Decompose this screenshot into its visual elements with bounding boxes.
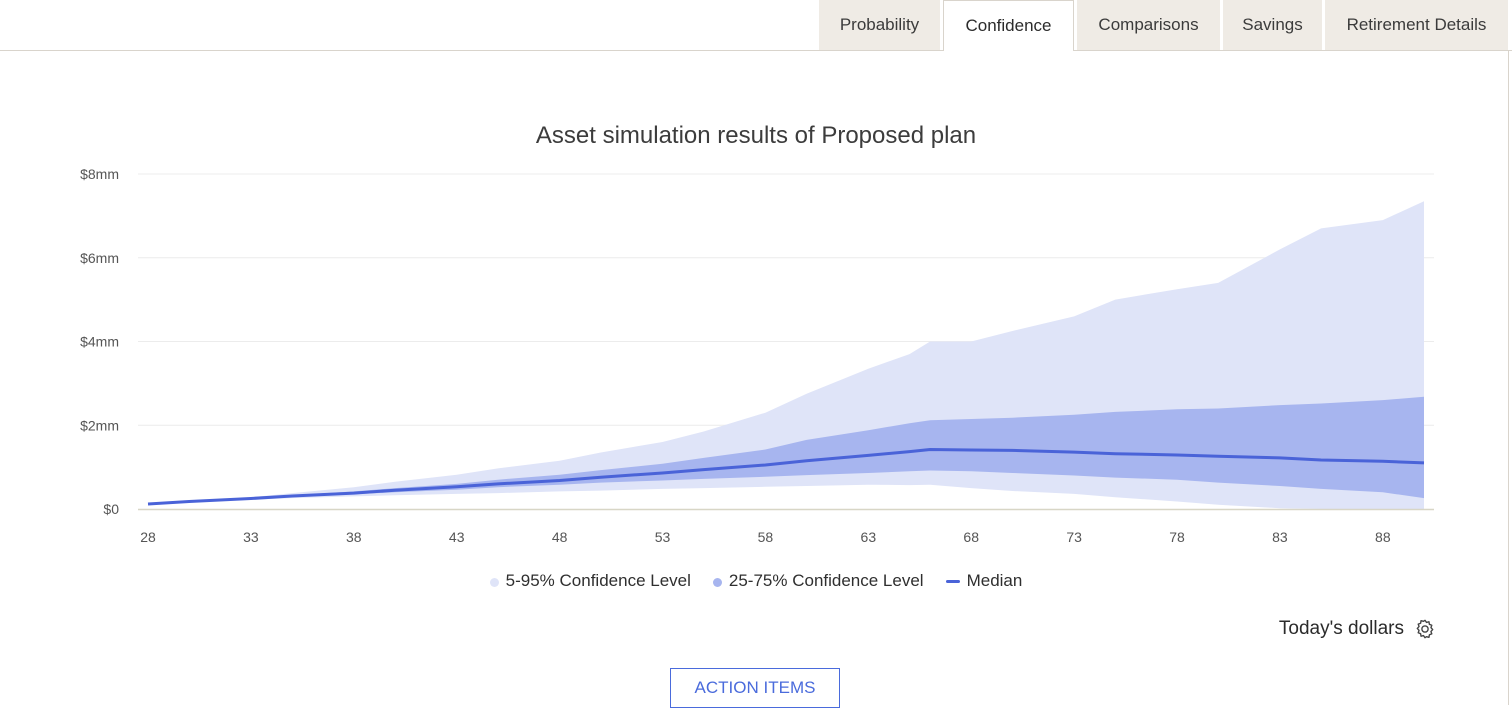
band-25-75: [148, 396, 1424, 504]
legend-item-median[interactable]: Median: [945, 571, 1023, 591]
x-tick-label: 58: [758, 529, 774, 545]
legend-label-inner-band: 25-75% Confidence Level: [728, 571, 924, 590]
dollars-label: Today's dollars: [1278, 618, 1404, 639]
tab-confidence[interactable]: Confidence: [943, 0, 1074, 51]
x-tick-label: 63: [861, 529, 877, 545]
legend-item-inner-band[interactable]: 25-75% Confidence Level: [712, 571, 924, 591]
y-tick-label: $0: [103, 501, 119, 517]
x-tick-label: 83: [1272, 529, 1288, 545]
content-border: [1508, 50, 1509, 705]
legend-swatch-outer-band: [489, 578, 499, 587]
y-tick-label: $2mm: [80, 417, 119, 433]
x-tick-label: 73: [1066, 529, 1082, 545]
action-items-button[interactable]: ACTION ITEMS: [670, 668, 840, 708]
legend-swatch-median: [945, 579, 960, 583]
chart-axes: $0 $2mm $4mm $6mm $8mm 28 33 38 43 48 53 58 63 68 73 78…: [80, 166, 1434, 545]
y-tick-label: $4mm: [80, 334, 119, 350]
y-tick-label: $8mm: [80, 166, 119, 182]
x-tick-label: 28: [140, 529, 156, 545]
gear-icon[interactable]: [1414, 618, 1436, 640]
legend-swatch-inner-band: [712, 578, 722, 587]
x-tick-label: 38: [346, 529, 362, 545]
chart-areas: [148, 201, 1424, 509]
tab-probability[interactable]: Probability: [819, 0, 940, 50]
x-tick-label: 53: [655, 529, 671, 545]
chart-lines: [147, 448, 1425, 506]
median-line: [147, 448, 1425, 506]
chart-legend: 5-95% Confidence Level 25-75% Confidence…: [0, 571, 1512, 591]
tab-savings[interactable]: Savings: [1223, 0, 1322, 50]
legend-label-median: Median: [966, 571, 1023, 590]
legend-label-outer-band: 5-95% Confidence Level: [505, 571, 691, 590]
legend-item-outer-band[interactable]: 5-95% Confidence Level: [489, 571, 691, 591]
dollars-setting: Today's dollars: [1279, 618, 1436, 640]
x-tick-label: 68: [963, 529, 979, 545]
y-tick-label: $6mm: [80, 250, 119, 266]
chart-title: Asset simulation results of Proposed pla…: [535, 122, 977, 149]
x-tick-label: 43: [449, 529, 465, 545]
tab-comparisons[interactable]: Comparisons: [1077, 0, 1220, 50]
tab-retirement-details[interactable]: Retirement Details: [1325, 0, 1508, 50]
x-tick-label: 33: [243, 529, 259, 545]
x-tick-label: 78: [1169, 529, 1185, 545]
tab-bar: Probability Confidence Comparisons Savin…: [0, 0, 1512, 51]
x-tick-label: 48: [552, 529, 568, 545]
x-tick-label: 88: [1375, 529, 1391, 545]
